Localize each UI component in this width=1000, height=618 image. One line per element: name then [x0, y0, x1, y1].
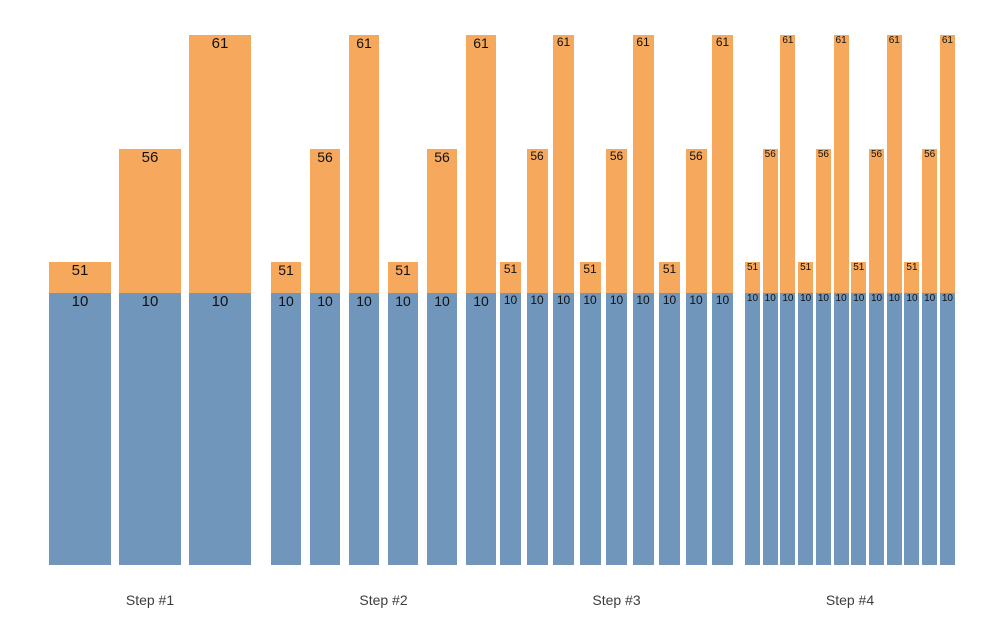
bar-group-step-3: 51 10 56 10 61 10 51 10 56 10 61 10 51 10 56 10 61 10 [500, 35, 733, 565]
base-segment: 10 [904, 293, 920, 565]
base-segment: 10 [659, 293, 680, 565]
base-segment: 10 [466, 293, 496, 565]
top-segment: 51 [904, 262, 920, 293]
stacked-bar: 56 10 [869, 149, 885, 565]
stacked-bar: 51 10 [49, 262, 111, 565]
group-label-step-4: Step #4 [825, 592, 875, 608]
stacked-bar: 61 10 [833, 35, 849, 565]
top-segment: 61 [553, 35, 574, 293]
base-segment: 10 [762, 293, 778, 565]
top-segment: 51 [851, 262, 867, 293]
stacked-bar: 51 10 [659, 262, 680, 565]
stacked-bar: 51 10 [271, 262, 301, 565]
base-segment: 10 [869, 293, 885, 565]
top-segment: 56 [762, 149, 778, 293]
top-segment: 61 [886, 35, 902, 293]
stacked-bar: 61 10 [712, 35, 733, 565]
base-segment: 10 [388, 293, 418, 565]
top-segment: 51 [49, 262, 111, 293]
base-segment: 10 [427, 293, 457, 565]
base-segment: 10 [745, 293, 760, 565]
base-segment: 10 [712, 293, 733, 565]
stacked-bar: 51 10 [904, 262, 920, 565]
stacked-bar: 61 10 [189, 35, 251, 565]
base-segment: 10 [526, 293, 548, 565]
base-segment: 10 [685, 293, 707, 565]
stacked-bar: 51 10 [851, 262, 867, 565]
stacked-bar: 51 10 [388, 262, 418, 565]
group-label-step-3: Step #3 [592, 592, 641, 608]
base-segment: 10 [851, 293, 867, 565]
top-segment: 61 [349, 35, 379, 293]
stacked-bar: 51 10 [579, 262, 601, 565]
base-segment: 10 [310, 293, 340, 565]
base-segment: 10 [271, 293, 301, 565]
top-segment: 61 [466, 35, 496, 293]
top-segment: 51 [388, 262, 418, 293]
top-segment: 51 [500, 262, 521, 293]
base-segment: 10 [349, 293, 379, 565]
top-segment: 56 [685, 149, 707, 293]
top-segment: 56 [427, 149, 457, 293]
top-segment: 51 [579, 262, 601, 293]
top-segment: 61 [833, 35, 849, 293]
stacked-bar: 61 10 [939, 35, 955, 565]
base-segment: 10 [119, 293, 181, 565]
base-segment: 10 [922, 293, 938, 565]
top-segment: 51 [659, 262, 680, 293]
base-segment: 10 [606, 293, 627, 565]
top-segment: 61 [632, 35, 654, 293]
stacked-bar: 56 10 [427, 149, 457, 565]
base-segment: 10 [815, 293, 831, 565]
base-segment: 10 [886, 293, 902, 565]
base-segment: 10 [579, 293, 601, 565]
top-segment: 61 [780, 35, 796, 293]
stacked-bar: 56 10 [685, 149, 707, 565]
bar-group-step-1: 51 10 56 10 61 10 [49, 35, 251, 565]
base-segment: 10 [553, 293, 574, 565]
bar-group-step-4: 51 10 56 10 61 10 51 10 56 10 61 10 51 10 56 10 61 10 51 10… [745, 35, 955, 565]
stacked-bar: 61 10 [780, 35, 796, 565]
base-segment: 10 [833, 293, 849, 565]
top-segment: 51 [745, 262, 760, 293]
stacked-bar: 56 10 [815, 149, 831, 565]
top-segment: 56 [526, 149, 548, 293]
stacked-bar: 56 10 [310, 149, 340, 565]
group-label-step-2: Step #2 [359, 592, 408, 608]
base-segment: 10 [780, 293, 796, 565]
stacked-bar: 61 10 [349, 35, 379, 565]
stacked-bar: 51 10 [798, 262, 814, 565]
top-segment: 51 [271, 262, 301, 293]
group-label-step-1: Step #1 [125, 592, 175, 608]
bar-group-step-2: 51 10 56 10 61 10 51 10 56 10 61 10 [271, 35, 496, 565]
top-segment: 56 [869, 149, 885, 293]
base-segment: 10 [939, 293, 955, 565]
stacked-bar: 56 10 [606, 149, 627, 565]
base-segment: 10 [632, 293, 654, 565]
top-segment: 61 [712, 35, 733, 293]
stacked-bar: 56 10 [119, 149, 181, 565]
top-segment: 61 [189, 35, 251, 293]
base-segment: 10 [798, 293, 814, 565]
stacked-bar: 56 10 [922, 149, 938, 565]
base-segment: 10 [500, 293, 521, 565]
top-segment: 56 [310, 149, 340, 293]
base-segment: 10 [189, 293, 251, 565]
stacked-bar: 61 10 [886, 35, 902, 565]
stacked-bar: 51 10 [500, 262, 521, 565]
stacked-bar: 61 10 [553, 35, 574, 565]
top-segment: 61 [939, 35, 955, 293]
top-segment: 51 [798, 262, 814, 293]
stacked-bar: 51 10 [745, 262, 760, 565]
stacked-bar: 61 10 [466, 35, 496, 565]
stacked-bar: 56 10 [526, 149, 548, 565]
top-segment: 56 [815, 149, 831, 293]
stacked-bar: 56 10 [762, 149, 778, 565]
top-segment: 56 [922, 149, 938, 293]
top-segment: 56 [119, 149, 181, 293]
top-segment: 56 [606, 149, 627, 293]
base-segment: 10 [49, 293, 111, 565]
stacked-bar: 61 10 [632, 35, 654, 565]
